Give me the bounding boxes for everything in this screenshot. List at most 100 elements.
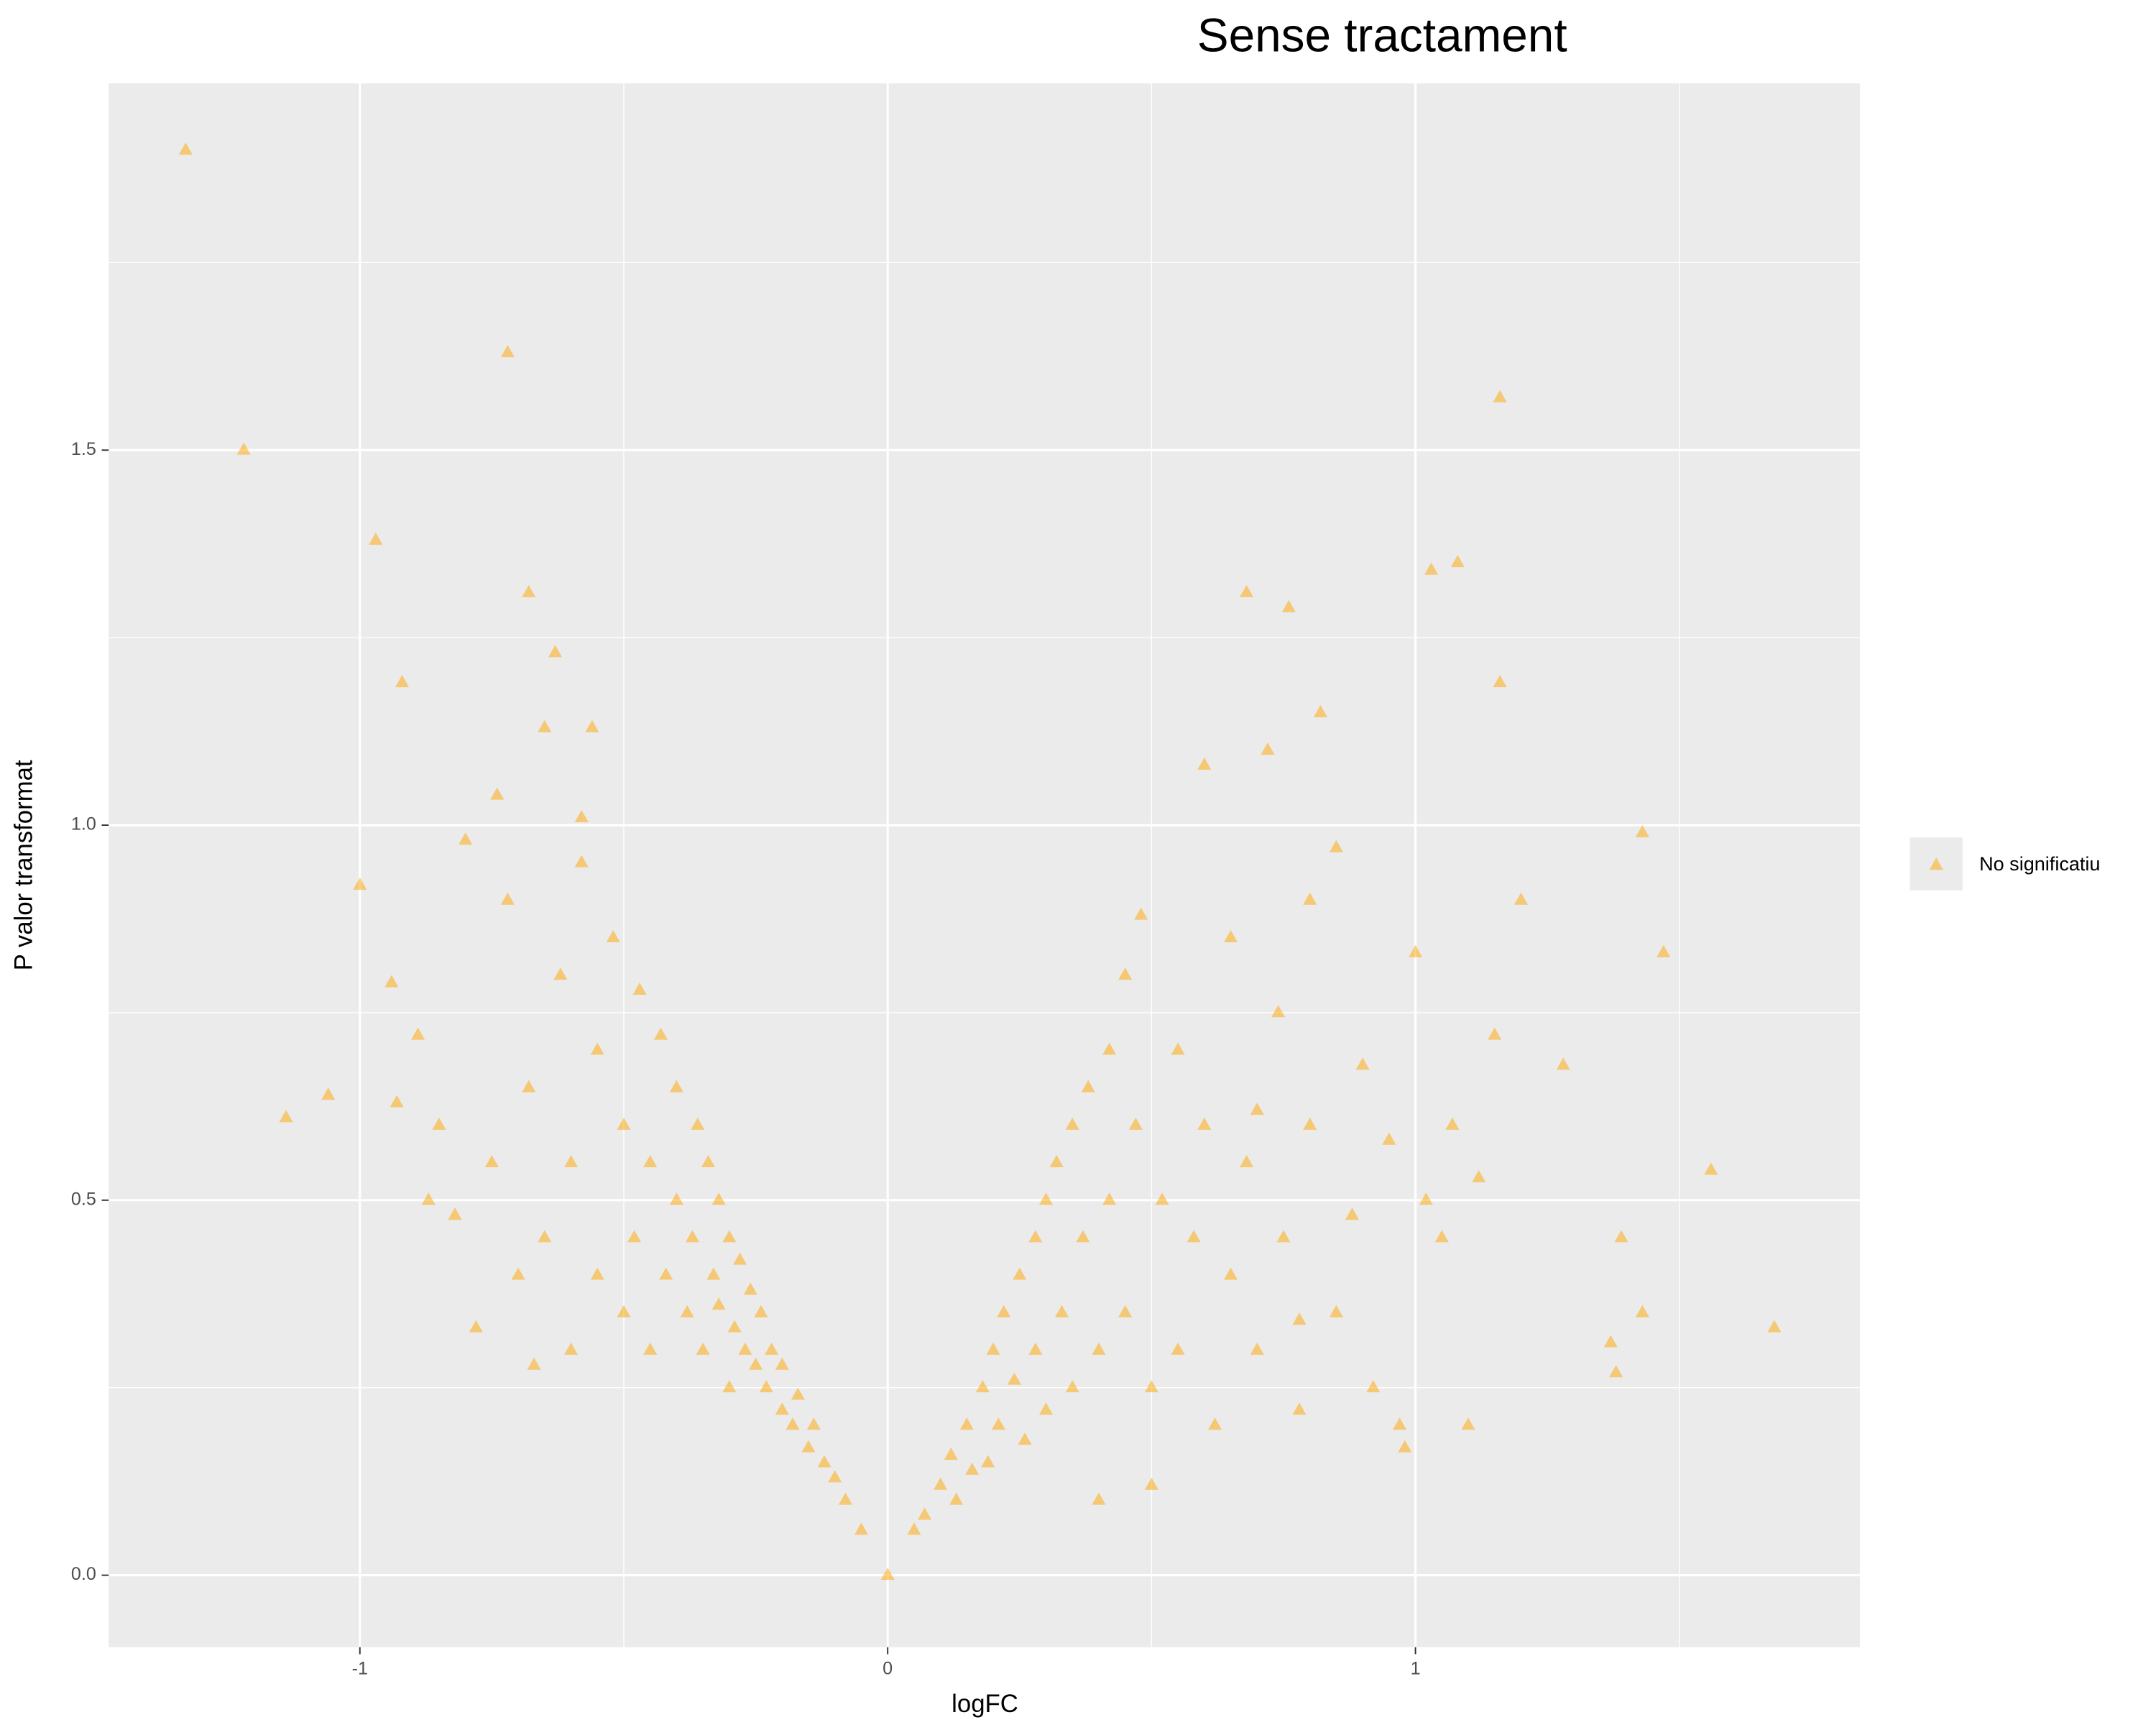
point — [1657, 944, 1671, 957]
point — [585, 719, 599, 732]
x-tick-label: 0 — [883, 1658, 893, 1678]
point — [806, 1417, 821, 1430]
point — [590, 1042, 604, 1055]
point — [1207, 1417, 1222, 1430]
point — [574, 809, 589, 822]
point — [1028, 1230, 1043, 1243]
point — [727, 1320, 742, 1333]
point — [459, 832, 473, 845]
point — [469, 1320, 483, 1333]
point — [384, 975, 399, 988]
point — [759, 1380, 773, 1393]
point — [680, 1305, 694, 1317]
point — [511, 1267, 525, 1280]
y-tick-label: 0.0 — [71, 1564, 96, 1584]
point — [500, 344, 515, 357]
point — [1223, 1267, 1238, 1280]
point — [1261, 742, 1275, 755]
point — [669, 1080, 683, 1092]
point — [711, 1192, 726, 1205]
point — [1303, 892, 1317, 905]
point — [828, 1470, 842, 1483]
point — [669, 1192, 683, 1205]
point — [1271, 1005, 1286, 1018]
point — [1366, 1380, 1381, 1393]
point — [1450, 555, 1465, 568]
x-tick-label: 1 — [1411, 1658, 1421, 1678]
point — [738, 1342, 752, 1355]
x-tick-label: -1 — [352, 1658, 368, 1678]
point — [538, 719, 552, 732]
point — [448, 1208, 462, 1220]
point — [1556, 1057, 1570, 1070]
point — [1609, 1365, 1623, 1378]
point — [907, 1522, 921, 1535]
point — [1472, 1169, 1486, 1182]
point — [934, 1477, 948, 1490]
point — [321, 1087, 336, 1100]
point — [1382, 1132, 1396, 1145]
point — [959, 1417, 974, 1430]
point — [395, 675, 410, 688]
point — [1092, 1342, 1106, 1355]
point — [786, 1417, 800, 1430]
axes: -1 0 1 0.0 0.5 1.0 1.5 — [71, 439, 1421, 1678]
point — [1171, 1042, 1185, 1055]
point — [574, 855, 589, 868]
point — [522, 584, 536, 597]
point — [522, 1080, 536, 1092]
point — [1081, 1080, 1095, 1092]
point — [1171, 1342, 1185, 1355]
point — [1704, 1162, 1718, 1175]
point — [1313, 704, 1327, 717]
point — [854, 1522, 869, 1535]
point — [997, 1305, 1011, 1317]
plot-panel — [109, 83, 1860, 1647]
point — [1102, 1042, 1117, 1055]
point — [627, 1230, 642, 1243]
point — [1292, 1312, 1307, 1325]
point — [1013, 1267, 1027, 1280]
point — [1065, 1380, 1079, 1393]
point — [706, 1267, 721, 1280]
x-axis-title: logFC — [952, 1690, 1018, 1718]
point — [1392, 1417, 1407, 1430]
point — [1007, 1372, 1021, 1385]
point — [1303, 1117, 1317, 1130]
point — [949, 1492, 964, 1505]
point — [1187, 1230, 1201, 1243]
point — [965, 1462, 980, 1475]
y-tick-label: 0.5 — [71, 1189, 96, 1209]
point — [432, 1117, 446, 1130]
y-axis-title: P valor transformat — [10, 760, 37, 970]
point — [1445, 1117, 1460, 1130]
point — [1345, 1208, 1360, 1220]
point — [606, 929, 620, 942]
point — [1223, 929, 1238, 942]
point — [1076, 1230, 1090, 1243]
point — [236, 442, 251, 455]
point — [563, 1342, 579, 1355]
point — [1434, 1230, 1449, 1243]
point — [1408, 944, 1423, 957]
point — [1118, 967, 1133, 980]
point — [743, 1282, 757, 1295]
point — [1250, 1342, 1264, 1355]
point — [775, 1402, 789, 1415]
point — [1250, 1102, 1264, 1115]
point — [1398, 1440, 1412, 1453]
point — [1144, 1380, 1158, 1393]
point — [538, 1230, 552, 1243]
point — [791, 1387, 805, 1400]
legend-label: No significatiu — [1979, 853, 2100, 875]
point — [617, 1117, 631, 1130]
point — [1155, 1192, 1169, 1205]
point — [500, 892, 515, 905]
point — [1767, 1320, 1782, 1333]
point — [749, 1357, 763, 1370]
point — [617, 1305, 631, 1317]
point — [1092, 1492, 1106, 1505]
point — [563, 1155, 579, 1168]
point — [484, 1155, 499, 1168]
